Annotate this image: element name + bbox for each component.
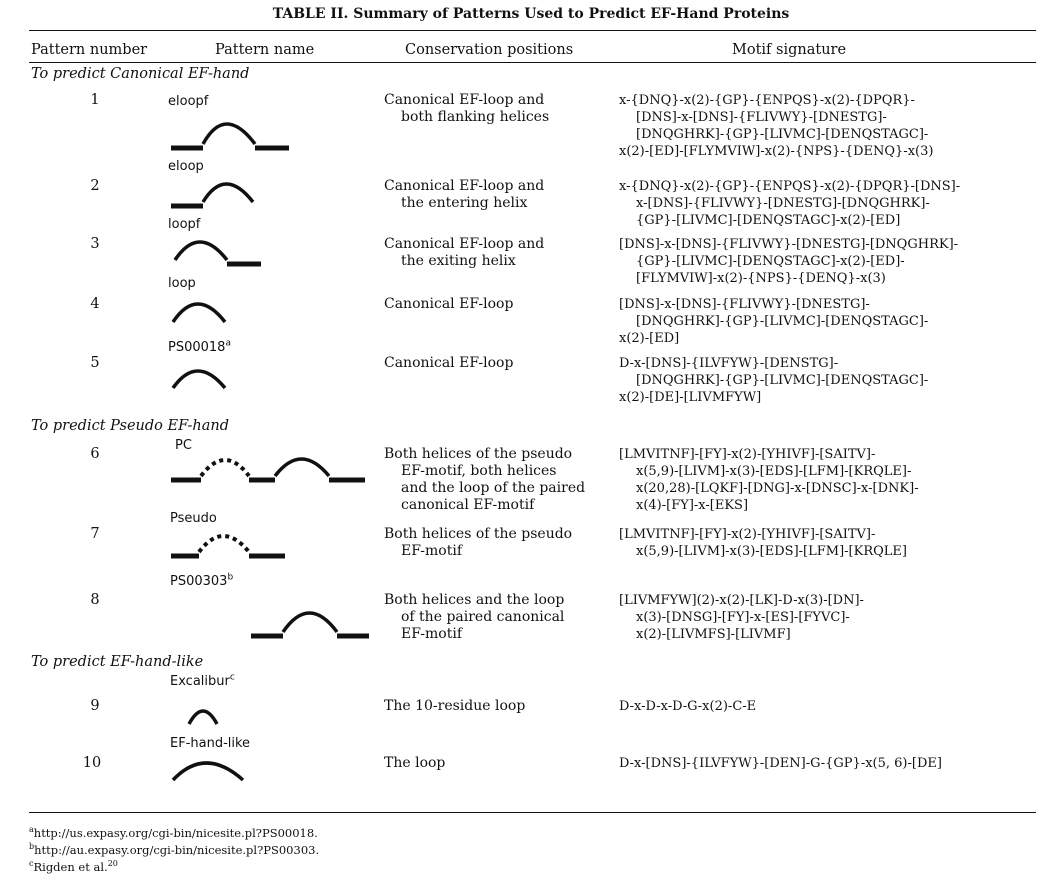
pseudo-glyph-icon	[171, 534, 285, 559]
conservation-positions: Both helices and the loop of the paired …	[384, 592, 565, 642]
pattern-number: 4	[90, 296, 100, 312]
conservation-positions: Both helices of the pseudo EF-motif, bot…	[384, 446, 586, 513]
section-pseudo: To predict Pseudo EF-hand	[31, 418, 230, 434]
motif-signature: D-x-[DNS]-{ILVFYW}-[DEN]-G-{GP}-x(5, 6)-…	[619, 756, 942, 771]
motif-signature: D-x-[DNS]-{ILVFYW}-[DENSTG]- [DNQGHRK]-{…	[619, 356, 929, 405]
bottom-rule	[29, 812, 1036, 813]
motif-signature: D-x-D-x-D-G-x(2)-C-E	[619, 699, 757, 714]
ef-hand-like-glyph-icon	[171, 761, 245, 782]
pattern-name: Pseudo	[170, 511, 217, 526]
pattern-number: 5	[90, 355, 100, 371]
pattern-name: loopf	[168, 217, 201, 232]
footnote-a: ahttp://us.expasy.org/cgi-bin/nicesite.p…	[29, 825, 318, 840]
pattern-name: loop	[168, 276, 196, 291]
conservation-positions: The loop	[384, 755, 446, 771]
conservation-positions: Both helices of the pseudo EF-motif	[384, 526, 573, 559]
eloopf-glyph-icon	[171, 122, 289, 151]
motif-signature: [DNS]-x-[DNS]-{FLIVWY}-[DNESTG]- [DNQGHR…	[619, 297, 929, 346]
header-rule	[29, 62, 1036, 63]
pattern-number: 2	[90, 178, 100, 194]
top-rule	[29, 30, 1036, 31]
eloop-glyph-icon	[171, 182, 255, 209]
header-conservation-positions: Conservation positions	[405, 42, 574, 58]
motif-signature: x-{DNQ}-x(2)-{GP}-{ENPQS}-x(2)-{DPQR}-[D…	[619, 179, 961, 228]
header-pattern-number: Pattern number	[31, 42, 148, 58]
pattern-name: Excaliburc	[170, 672, 235, 689]
conservation-positions: The 10-residue loop	[384, 698, 526, 714]
conservation-positions: Canonical EF-loop	[384, 355, 514, 371]
pattern-name: PS00303b	[170, 572, 234, 589]
footnote-c: cRigden et al.20	[29, 859, 118, 874]
pattern-number: 8	[90, 592, 100, 608]
motif-signature: [LMVITNF]-[FY]-x(2)-[YHIVF]-[SAITV]- x(5…	[619, 527, 907, 559]
footnote-b: bhttp://au.expasy.org/cgi-bin/nicesite.p…	[29, 842, 320, 857]
section-ef-hand-like: To predict EF-hand-like	[31, 654, 204, 670]
pattern-number: 7	[90, 526, 100, 542]
section-canonical: To predict Canonical EF-hand	[31, 66, 250, 82]
pattern-number: 6	[90, 446, 100, 462]
motif-signature: [LMVITNF]-[FY]-x(2)-[YHIVF]-[SAITV]- x(5…	[619, 447, 919, 513]
motif-signature: [LIVMFYW](2)-x(2)-[LK]-D-x(3)-[DN]- x(3)…	[619, 593, 864, 642]
pattern-name: EF-hand-like	[170, 736, 251, 751]
ps00018-glyph-icon	[171, 369, 227, 390]
loopf-glyph-icon	[173, 240, 261, 267]
conservation-positions: Canonical EF-loop	[384, 296, 514, 312]
ps00303-glyph-icon	[251, 611, 369, 639]
motif-signature: x-{DNQ}-x(2)-{GP}-{ENPQS}-x(2)-{DPQR}- […	[619, 93, 934, 159]
pattern-name: eloopf	[168, 94, 209, 109]
header-motif-signature: Motif signature	[732, 42, 847, 58]
motif-signature: [DNS]-x-[DNS]-{FLIVWY}-[DNESTG]-[DNQGHRK…	[619, 237, 959, 286]
pattern-name: PC	[175, 438, 192, 453]
pattern-name: eloop	[168, 159, 204, 174]
pattern-name: PS00018a	[168, 338, 231, 355]
conservation-positions: Canonical EF-loop and the entering helix	[384, 178, 545, 211]
excalibur-glyph-icon	[187, 709, 219, 725]
header-pattern-name: Pattern name	[215, 42, 315, 58]
pattern-number: 10	[82, 755, 102, 771]
conservation-positions: Canonical EF-loop and the exiting helix	[384, 236, 545, 269]
conservation-positions: Canonical EF-loop and both flanking heli…	[384, 92, 550, 125]
pattern-number: 3	[90, 236, 100, 252]
table-title: TABLE II. Summary of Patterns Used to Pr…	[272, 6, 790, 22]
pc-glyph-icon	[171, 457, 365, 483]
pattern-number: 9	[90, 698, 100, 714]
pattern-number: 1	[90, 92, 100, 108]
loop-glyph-icon	[171, 302, 227, 324]
